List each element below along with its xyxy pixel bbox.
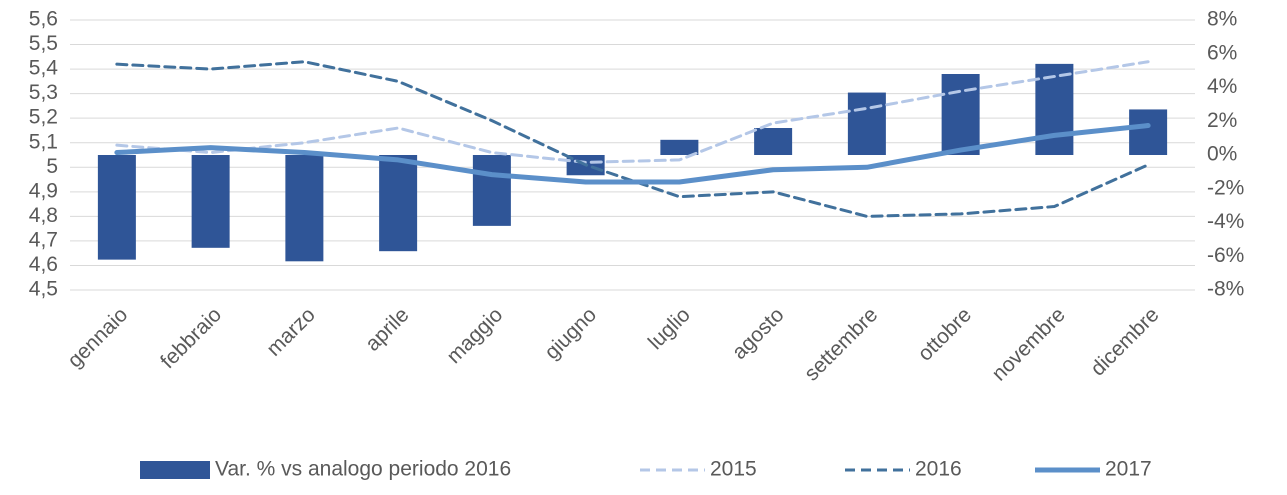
bar: [754, 128, 793, 155]
x-tick-label: gennaio: [63, 303, 132, 372]
x-tick-label: novembre: [988, 303, 1070, 385]
x-tick-label: ottobre: [914, 303, 977, 366]
y-tick-label: 4,7: [29, 228, 58, 251]
y2-tick-label: 0%: [1207, 143, 1237, 166]
line: [115, 60, 1150, 164]
y2-tick-label: -4%: [1207, 210, 1244, 233]
y2-tick-label: -6%: [1207, 244, 1244, 267]
legend-swatch: [140, 461, 210, 479]
x-tick-label: settembre: [800, 303, 882, 385]
x-tick-label: luglio: [644, 303, 695, 354]
legend-label: 2017: [1105, 458, 1152, 481]
bar: [847, 92, 886, 155]
legend-label: 2016: [915, 458, 962, 481]
bar: [191, 155, 230, 248]
x-tick-label: dicembre: [1086, 303, 1163, 380]
y-tick-label: 5,5: [29, 32, 58, 55]
x-tick-label: agosto: [728, 303, 789, 364]
bar: [97, 155, 136, 260]
y-tick-label: 5,6: [29, 8, 58, 31]
bar: [379, 155, 418, 252]
x-tick-label: febbraio: [156, 303, 226, 373]
y-tick-label: 5,3: [29, 81, 58, 104]
y-tick-label: 4,8: [29, 204, 58, 227]
y2-tick-label: 8%: [1207, 8, 1237, 31]
y2-tick-label: 4%: [1207, 75, 1237, 98]
y2-tick-label: 6%: [1207, 41, 1237, 64]
bar: [472, 155, 511, 226]
y-tick-label: 4,6: [29, 253, 58, 276]
line: [115, 60, 1150, 218]
y2-tick-label: -8%: [1207, 278, 1244, 301]
legend-label: 2015: [710, 458, 757, 481]
bar: [285, 155, 324, 262]
y2-tick-label: 2%: [1207, 109, 1237, 132]
y-tick-label: 5: [46, 155, 58, 178]
y-tick-label: 4,9: [29, 179, 58, 202]
y-tick-label: 5,1: [29, 130, 58, 153]
bar: [941, 74, 980, 155]
y-tick-label: 4,5: [29, 278, 58, 301]
x-tick-label: aprile: [361, 303, 414, 356]
x-tick-label: marzo: [262, 303, 320, 361]
bar: [660, 139, 699, 155]
x-tick-label: giugno: [540, 303, 601, 364]
y2-tick-label: -2%: [1207, 176, 1244, 199]
bar: [1129, 109, 1168, 155]
y-tick-label: 5,4: [29, 57, 59, 80]
y-tick-label: 5,2: [29, 106, 58, 129]
legend-label: Var. % vs analogo periodo 2016: [215, 458, 511, 481]
x-tick-label: maggio: [442, 303, 507, 368]
line: [114, 123, 1151, 185]
